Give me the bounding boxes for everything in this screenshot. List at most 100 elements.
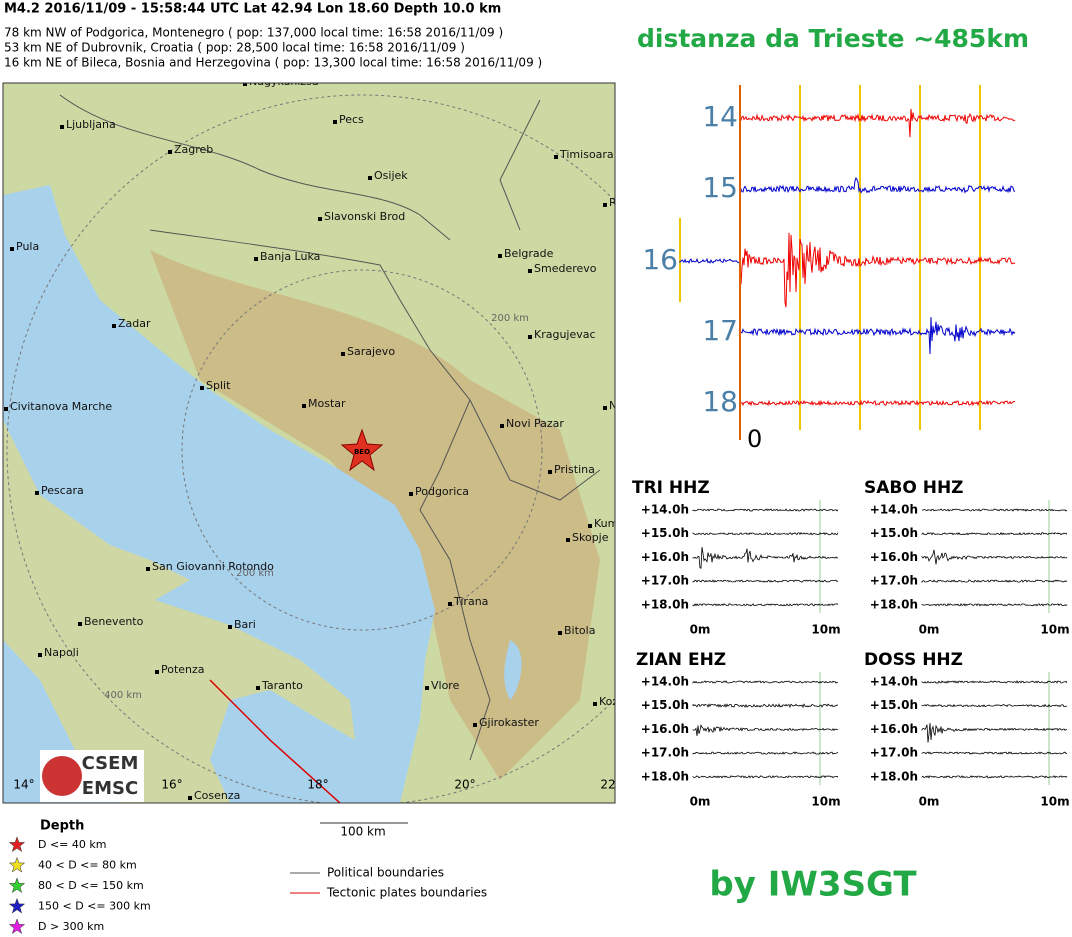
- city-marker: [10, 247, 14, 251]
- city-marker: [112, 324, 116, 328]
- city-marker: [500, 424, 504, 428]
- city-marker: [318, 217, 322, 221]
- legend-title: Depth: [40, 819, 84, 834]
- panel-trace: [921, 680, 1068, 684]
- city-label: Ljubljana: [66, 118, 116, 131]
- panel-trace: [692, 508, 839, 512]
- panel-trace: [921, 602, 1068, 607]
- city-label: Koz: [599, 695, 618, 708]
- city-label: Sarajevo: [347, 345, 395, 358]
- city-label: Nagykanizsa: [249, 75, 319, 88]
- panel-row-label: +18.0h: [641, 597, 689, 611]
- legend-label: 40 < D <= 80 km: [38, 859, 137, 872]
- city-marker: [188, 796, 192, 800]
- city-marker: [603, 406, 607, 410]
- panel-trace: [692, 680, 838, 684]
- panel-x-label: 0m: [690, 795, 711, 809]
- city-marker: [60, 125, 64, 129]
- panel-trace: [921, 531, 1068, 536]
- city-label: Kum: [594, 517, 618, 530]
- city-marker: [341, 352, 345, 356]
- panel-title: TRI HHZ: [632, 478, 710, 498]
- city-marker: [603, 203, 607, 207]
- panel-x-label: 10m: [1040, 795, 1069, 809]
- city-label: Pescara: [41, 484, 84, 497]
- trace: [739, 108, 1016, 138]
- panel-title: SABO HHZ: [864, 478, 964, 498]
- city-marker: [200, 386, 204, 390]
- city-marker: [558, 631, 562, 635]
- panel-x-label: 0m: [919, 623, 940, 637]
- city-label: Tirana: [453, 595, 488, 608]
- city-marker: [168, 150, 172, 154]
- panel-trace: [692, 532, 839, 536]
- city-label: Banja Luka: [260, 250, 320, 263]
- trace: [739, 399, 1016, 407]
- panel-trace: [692, 703, 839, 709]
- panel-x-label: 10m: [1040, 623, 1069, 637]
- trace: [739, 317, 1016, 355]
- header-line: 78 km NW of Podgorica, Montenegro ( pop:…: [4, 26, 503, 40]
- panel-trace: [692, 723, 838, 737]
- hour-label: 15: [702, 171, 738, 204]
- panel-trace: [921, 722, 1068, 743]
- city-label: Gjirokaster: [479, 716, 539, 729]
- panel-row-label: +18.0h: [870, 597, 918, 611]
- header-line: 53 km NE of Dubrovnik, Croatia ( pop: 28…: [4, 41, 465, 55]
- map: Nagykanizsa Ljubljana Pecs Zagreb Timisoara O…: [3, 75, 618, 803]
- city-marker: [254, 257, 258, 261]
- panel-row-label: +16.0h: [870, 550, 918, 564]
- panel-trace: [692, 579, 839, 583]
- city-label: Split: [206, 379, 231, 392]
- city-marker: [528, 335, 532, 339]
- city-label: Novi Pazar: [506, 417, 564, 430]
- panel-trace: [692, 775, 839, 779]
- hour-label: 14: [702, 100, 738, 133]
- city-label: Belgrade: [504, 247, 554, 260]
- panel-row-label: +14.0h: [641, 675, 689, 689]
- city-marker: [155, 670, 159, 674]
- city-marker: [409, 492, 413, 496]
- trace: [739, 176, 1016, 194]
- epicenter-label: BEO: [354, 448, 370, 456]
- city-label: Zadar: [118, 317, 151, 330]
- header-line: 16 km NE of Bileca, Bosnia and Herzegovi…: [4, 56, 542, 70]
- legend-label: 80 < D <= 150 km: [38, 879, 144, 892]
- city-label: Benevento: [84, 615, 144, 628]
- legend-label: 150 < D <= 300 km: [38, 900, 151, 913]
- longitude-label: 18°: [307, 778, 328, 792]
- city-label: Pecs: [339, 113, 364, 126]
- legend-star: [8, 856, 26, 873]
- panel-title: ZIAN EHZ: [636, 650, 726, 670]
- city-label: Osijek: [374, 169, 408, 182]
- panel-trace: [921, 751, 1068, 755]
- panel-row-label: +15.0h: [870, 698, 918, 712]
- credit: by IW3SGT: [709, 865, 917, 905]
- city-label: Pula: [16, 240, 39, 253]
- city-label: Smederevo: [534, 262, 597, 275]
- panel-trace: [921, 549, 1068, 565]
- city-marker: [425, 686, 429, 690]
- city-marker: [593, 702, 597, 706]
- panel-trace: [692, 547, 839, 569]
- city-marker: [38, 653, 42, 657]
- city-label: Podgorica: [415, 485, 469, 498]
- legend-star: [8, 877, 26, 894]
- panel-row-label: +17.0h: [641, 574, 689, 588]
- panel-row-label: +18.0h: [641, 769, 689, 783]
- city-label: Napoli: [44, 646, 79, 659]
- city-label: Skopje: [572, 531, 609, 544]
- legend-star: [8, 836, 26, 853]
- city-marker: [333, 120, 337, 124]
- panel-x-label: 10m: [811, 795, 840, 809]
- panel-row-label: +14.0h: [641, 503, 689, 517]
- trace: [739, 232, 1016, 308]
- hour-label: 16: [642, 243, 678, 276]
- city-marker: [243, 83, 247, 86]
- legend-label: Tectonic plates boundaries: [326, 886, 487, 900]
- city-label: Taranto: [261, 679, 303, 692]
- panel-row-label: +15.0h: [641, 698, 689, 712]
- city-label: Pristina: [554, 463, 595, 476]
- city-label: San Giovanni Rotondo: [152, 560, 274, 573]
- panel-row-label: +17.0h: [641, 746, 689, 760]
